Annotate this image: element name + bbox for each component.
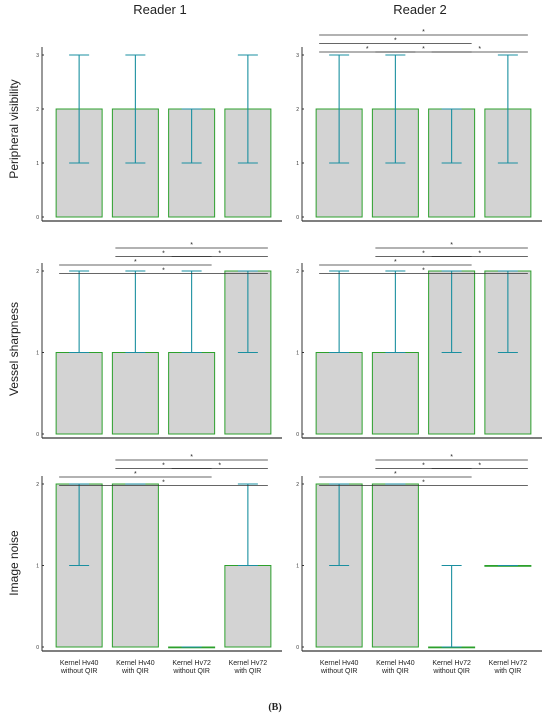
panel-6-category-label-2: Kernel Hv40	[376, 660, 415, 667]
panel-5-sig-star-3: *	[218, 463, 221, 470]
panel-2-sig-star-3: *	[366, 46, 369, 53]
panel-1-ytick-label: 3	[36, 53, 39, 59]
panel-6-category-label-4: with QIR	[493, 668, 521, 675]
panel-6-sig-star-1: *	[450, 454, 453, 461]
panel-4-ytick-label: 1	[296, 351, 299, 357]
panel-3-ytick-label: 2	[36, 269, 39, 275]
panel-1-ytick-label: 1	[36, 161, 39, 167]
panel-5-ytick-label: 0	[36, 645, 39, 651]
panel-2-sig-star-5: *	[478, 46, 481, 53]
panel-4-sig-star-2: *	[422, 251, 425, 258]
panel-4-ytick-label: 0	[296, 432, 299, 438]
panel-6-category-label-1: without QIR	[320, 668, 358, 675]
panel-6-category-label-2: with QIR	[381, 668, 409, 675]
panel-4-ytick-label: 2	[296, 269, 299, 275]
panel-5-box-4	[224, 565, 272, 648]
panel-3-sig-star-3: *	[218, 251, 221, 258]
panel-6-sig-star-5: *	[422, 480, 425, 487]
panel-5-category-label-1: without QIR	[60, 668, 98, 675]
panel-6-category-label-3: without QIR	[432, 668, 470, 675]
panel-2-sig-star-2: *	[394, 38, 397, 45]
panel-3-sig-star-1: *	[190, 242, 193, 249]
panel-5-category-label-4: Kernel Hv72	[229, 660, 268, 667]
panel-4-sig-star-1: *	[450, 242, 453, 249]
panel-5-ytick-label: 2	[36, 482, 39, 488]
column-title-reader-1: Reader 1	[133, 2, 187, 17]
panel-2-ytick-label: 3	[296, 53, 299, 59]
panel-5-category-label-2: with QIR	[121, 668, 149, 675]
panel-3-box-2	[111, 352, 159, 435]
panel-2-ytick-label: 2	[296, 107, 299, 113]
panel-5-category-label-1: Kernel Hv40	[60, 660, 99, 667]
panel-2-ytick-label: 0	[296, 215, 299, 221]
panel-3-ytick-label: 0	[36, 432, 39, 438]
panel-3-box-3	[168, 352, 216, 435]
panel-4-sig-star-4: *	[394, 259, 397, 266]
panel-5-box-2	[111, 483, 159, 648]
panel-5-category-label-3: without QIR	[172, 668, 210, 675]
panel-5-category-label-3: Kernel Hv72	[172, 660, 211, 667]
panel-5-sig-star-1: *	[190, 454, 193, 461]
panel-3-sig-star-4: *	[134, 259, 137, 266]
panel-5-sig-star-5: *	[162, 480, 165, 487]
panel-5-sig-star-4: *	[134, 471, 137, 478]
panel-4-sig-star-5: *	[422, 268, 425, 275]
panel-2-sig-star-1: *	[422, 29, 425, 36]
panel-5-category-label-4: with QIR	[233, 668, 261, 675]
panel-6-sig-star-4: *	[394, 471, 397, 478]
panel-2-ytick-label: 1	[296, 161, 299, 167]
panel-4-box-2	[371, 352, 419, 435]
panel-1-ytick-label: 0	[36, 215, 39, 221]
panel-6-sig-star-3: *	[478, 463, 481, 470]
panel-6-category-label-3: Kernel Hv72	[432, 660, 471, 667]
panel-6-ytick-label: 1	[296, 564, 299, 570]
panel-5-sig-star-2: *	[162, 463, 165, 470]
column-title-reader-2: Reader 2	[393, 2, 447, 17]
panel-3-sig-star-5: *	[162, 268, 165, 275]
panel-4-sig-star-3: *	[478, 251, 481, 258]
panel-3-ytick-label: 1	[36, 351, 39, 357]
panel-3-box-1	[55, 352, 103, 435]
panel-4-box-1	[315, 352, 363, 435]
panel-6-sig-star-2: *	[422, 463, 425, 470]
panel-3-sig-star-2: *	[162, 251, 165, 258]
panel-2-sig-star-4: *	[422, 46, 425, 53]
panel-6-category-label-1: Kernel Hv40	[320, 660, 359, 667]
figure-caption: (B)	[268, 702, 282, 713]
panel-5-category-label-2: Kernel Hv40	[116, 660, 155, 667]
panel-1-ytick-label: 2	[36, 107, 39, 113]
panel-6-category-label-4: Kernel Hv72	[489, 660, 528, 667]
panel-6-box-2	[371, 483, 419, 648]
panel-6-ytick-label: 0	[296, 645, 299, 651]
panel-5-ytick-label: 1	[36, 564, 39, 570]
panel-6-ytick-label: 2	[296, 482, 299, 488]
